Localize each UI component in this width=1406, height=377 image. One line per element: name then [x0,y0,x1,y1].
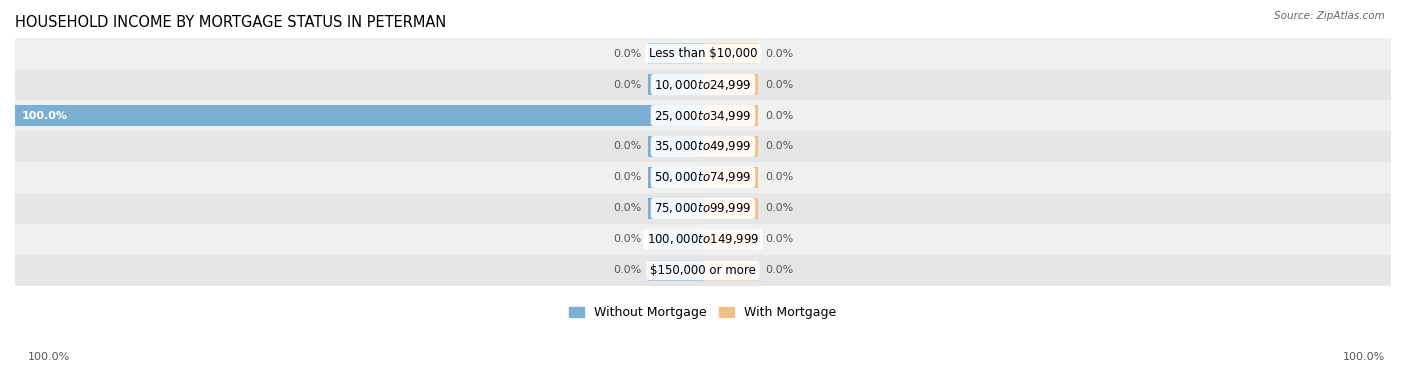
Text: 0.0%: 0.0% [765,49,793,58]
Bar [15,224,1391,255]
Text: 0.0%: 0.0% [765,141,793,152]
Text: 100.0%: 100.0% [22,110,67,121]
Text: 0.0%: 0.0% [613,49,641,58]
Text: 0.0%: 0.0% [613,234,641,244]
Text: 0.0%: 0.0% [765,265,793,275]
Legend: Without Mortgage, With Mortgage: Without Mortgage, With Mortgage [564,301,842,324]
Text: 0.0%: 0.0% [613,265,641,275]
Text: Less than $10,000: Less than $10,000 [648,47,758,60]
Bar [15,162,1391,193]
Text: $35,000 to $49,999: $35,000 to $49,999 [654,139,752,153]
Bar [15,100,1391,131]
Bar [703,105,758,126]
Bar [703,198,758,219]
Text: $100,000 to $149,999: $100,000 to $149,999 [647,232,759,247]
Text: 0.0%: 0.0% [765,172,793,182]
Bar [703,229,758,250]
Bar [15,105,703,126]
Bar [648,136,703,157]
Bar [15,193,1391,224]
Text: $75,000 to $99,999: $75,000 to $99,999 [654,201,752,215]
Bar [15,38,1391,69]
Bar [703,136,758,157]
Text: 0.0%: 0.0% [613,141,641,152]
Text: $150,000 or more: $150,000 or more [650,264,756,277]
Text: Source: ZipAtlas.com: Source: ZipAtlas.com [1274,11,1385,21]
Bar [648,198,703,219]
Text: $25,000 to $34,999: $25,000 to $34,999 [654,109,752,123]
Bar [703,167,758,188]
Text: 100.0%: 100.0% [28,352,70,362]
Bar [15,255,1391,286]
Text: 0.0%: 0.0% [613,80,641,90]
Bar [703,74,758,95]
Text: 0.0%: 0.0% [765,234,793,244]
Bar [703,43,758,64]
Text: 0.0%: 0.0% [613,172,641,182]
Text: $10,000 to $24,999: $10,000 to $24,999 [654,78,752,92]
Bar [648,43,703,64]
Bar [648,74,703,95]
Bar [703,260,758,281]
Text: 0.0%: 0.0% [765,80,793,90]
Bar [15,131,1391,162]
Bar [15,69,1391,100]
Text: 100.0%: 100.0% [1343,352,1385,362]
Bar [648,167,703,188]
Text: 0.0%: 0.0% [613,204,641,213]
Bar [648,260,703,281]
Text: $50,000 to $74,999: $50,000 to $74,999 [654,170,752,184]
Bar [648,229,703,250]
Text: 0.0%: 0.0% [765,110,793,121]
Text: 0.0%: 0.0% [765,204,793,213]
Text: HOUSEHOLD INCOME BY MORTGAGE STATUS IN PETERMAN: HOUSEHOLD INCOME BY MORTGAGE STATUS IN P… [15,15,446,30]
